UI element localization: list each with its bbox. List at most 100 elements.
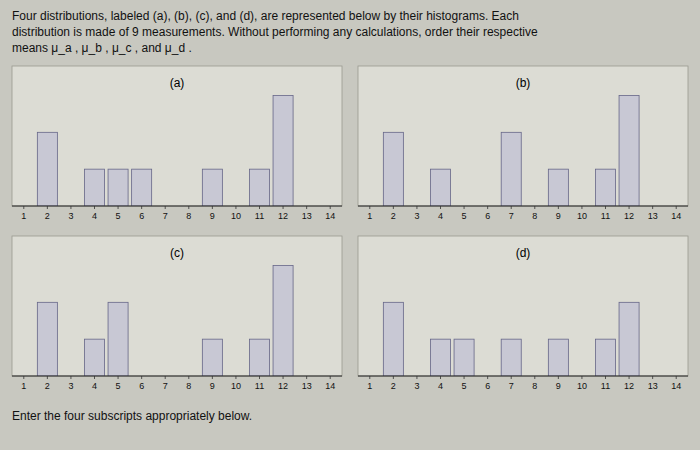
x-tick [416, 376, 417, 379]
x-tick [47, 376, 48, 379]
bar [37, 132, 57, 206]
plot-area [358, 236, 688, 376]
x-tick-label: 12 [278, 381, 288, 391]
bar [501, 339, 521, 376]
bar [619, 95, 639, 206]
x-tick [369, 376, 370, 379]
x-tick [676, 206, 677, 209]
x-tick-label: 6 [485, 211, 490, 221]
x-tick-label: 11 [601, 211, 610, 221]
bar [383, 302, 403, 376]
x-tick-label: 8 [532, 211, 537, 221]
panel: 1234567891011121314(a) [12, 66, 342, 221]
x-tick-label: 5 [116, 211, 121, 221]
x-tick-label: 2 [391, 211, 396, 221]
x-tick-label: 1 [367, 211, 372, 221]
x-tick-label: 2 [45, 381, 50, 391]
x-tick [283, 206, 284, 209]
x-tick [487, 376, 488, 379]
x-tick-label: 14 [671, 381, 681, 391]
x-tick-label: 10 [577, 211, 587, 221]
x-tick [235, 206, 236, 209]
x-tick-label: 13 [302, 381, 312, 391]
x-tick [47, 206, 48, 209]
x-tick [212, 376, 213, 379]
x-tick-label: 10 [231, 381, 241, 391]
x-tick-label: 9 [556, 211, 561, 221]
x-tick-label: 4 [438, 211, 443, 221]
bar [202, 339, 222, 376]
x-tick-label: 9 [210, 381, 215, 391]
x-tick-label: 14 [671, 211, 681, 221]
x-tick [487, 206, 488, 209]
x-tick [369, 206, 370, 209]
x-tick [440, 206, 441, 209]
x-tick-label: 10 [231, 211, 241, 221]
x-tick [416, 206, 417, 209]
x-tick-label: 2 [391, 381, 396, 391]
bar [430, 339, 450, 376]
x-tick [23, 376, 24, 379]
x-tick-label: 8 [532, 381, 537, 391]
bar [202, 169, 222, 206]
x-tick [511, 206, 512, 209]
x-tick-label: 1 [21, 211, 26, 221]
x-tick [259, 376, 260, 379]
x-tick-label: 4 [92, 381, 97, 391]
x-tick-label: 1 [367, 381, 372, 391]
header-line: distribution is made of 9 measurements. … [12, 25, 538, 39]
x-tick-label: 13 [648, 211, 658, 221]
x-tick-label: 3 [414, 381, 419, 391]
bars [383, 95, 639, 206]
x-tick-label: 3 [68, 211, 73, 221]
x-tick-label: 9 [210, 211, 215, 221]
panel-label: (c) [170, 246, 184, 260]
bar [132, 169, 152, 206]
x-tick-label: 2 [45, 211, 50, 221]
bar [595, 169, 615, 206]
x-tick-label: 6 [139, 381, 144, 391]
x-tick [165, 206, 166, 209]
bar [595, 339, 615, 376]
x-tick-label: 14 [325, 381, 335, 391]
x-tick-label: 7 [509, 211, 514, 221]
x-tick-label: 6 [485, 381, 490, 391]
bar [273, 95, 293, 206]
x-tick-label: 4 [438, 381, 443, 391]
x-tick [676, 376, 677, 379]
x-axis-line [12, 205, 342, 206]
x-tick [464, 376, 465, 379]
bars [383, 302, 639, 376]
panel: 1234567891011121314(c) [12, 236, 342, 391]
x-tick-label: 1 [21, 381, 26, 391]
x-tick-label: 11 [601, 381, 610, 391]
x-tick [652, 376, 653, 379]
bar [273, 265, 293, 376]
x-tick [188, 376, 189, 379]
x-tick-label: 12 [278, 211, 288, 221]
x-tick-label: 5 [462, 211, 467, 221]
plot-area [12, 236, 342, 376]
x-tick-label: 14 [325, 211, 335, 221]
bar [249, 339, 269, 376]
footer: Enter the four subscripts appropriately … [12, 409, 252, 423]
x-tick [464, 206, 465, 209]
plot-area [12, 66, 342, 206]
x-tick-label: 13 [648, 381, 658, 391]
x-axis-line [358, 375, 688, 376]
x-tick [581, 206, 582, 209]
x-tick-label: 9 [556, 381, 561, 391]
panel: 1234567891011121314(d) [358, 236, 688, 391]
x-tick [330, 376, 331, 379]
x-tick [652, 206, 653, 209]
x-tick [306, 376, 307, 379]
x-tick [212, 206, 213, 209]
x-tick [141, 376, 142, 379]
x-tick [70, 376, 71, 379]
bar [84, 339, 104, 376]
header-line: means μ_a , μ_b , μ_c , and μ_d . [12, 41, 192, 55]
x-tick-label: 8 [186, 381, 191, 391]
x-tick-label: 12 [624, 381, 634, 391]
x-tick [94, 206, 95, 209]
x-tick [440, 376, 441, 379]
